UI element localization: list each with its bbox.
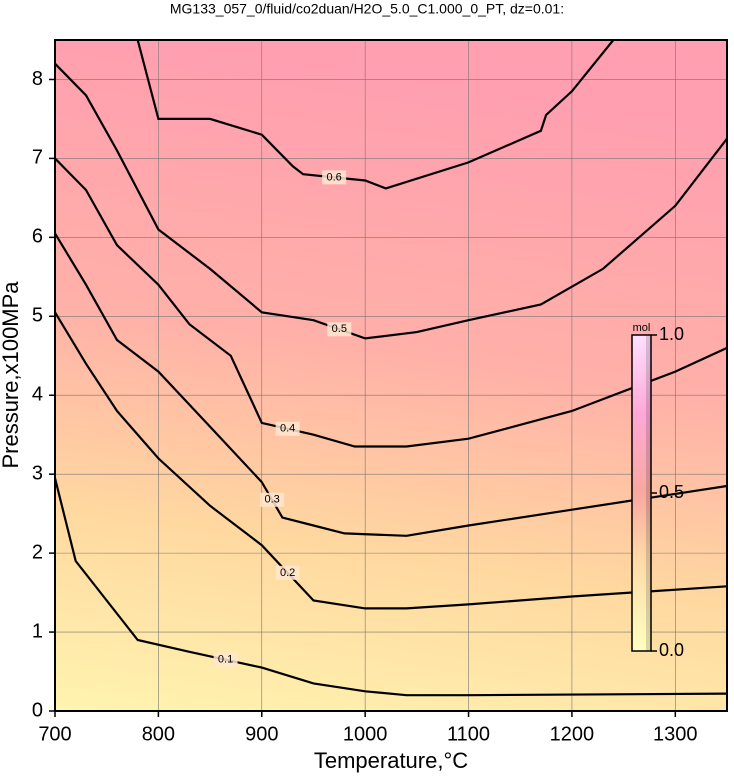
- y-axis-label: Pressure,x100MPa: [0, 281, 23, 469]
- contour-label: 0.5: [332, 323, 347, 335]
- contour-label-bg: [213, 652, 238, 667]
- plot-frame: [54, 39, 728, 712]
- x-tick-label: 1100: [447, 723, 490, 745]
- contour-label-bg: [275, 565, 300, 580]
- x-tick-label: 900: [245, 723, 278, 745]
- contour-label: 0.2: [280, 567, 295, 579]
- y-tick-label: 4: [32, 384, 43, 406]
- colorbar-shade: [646, 335, 651, 651]
- y-tick-label: 7: [32, 147, 43, 169]
- x-tick-label: 1200: [550, 723, 595, 745]
- plot-background: [55, 40, 727, 711]
- y-tick-label: 8: [32, 68, 43, 90]
- x-tick-label: 800: [142, 723, 175, 745]
- contour-label: 0.1: [218, 654, 233, 666]
- contour-label-bg: [260, 492, 285, 507]
- contour-label-bg: [322, 170, 347, 185]
- colorbar-title: mol: [633, 322, 651, 334]
- colorbar-tick-label: 1.0: [659, 324, 684, 344]
- x-tick-label: 1000: [343, 723, 388, 745]
- y-tick-label: 1: [32, 620, 43, 642]
- contour-label-bg: [327, 322, 352, 337]
- chart-title: MG133_057_0/fluid/co2duan/H2O_5.0_C1.000…: [170, 1, 564, 17]
- y-tick-label: 0: [32, 699, 43, 721]
- y-tick-label: 2: [32, 541, 43, 563]
- contour-line: [55, 477, 727, 697]
- contour-line: [136, 40, 615, 190]
- colorbar-tick-label: 0.5: [659, 482, 684, 502]
- y-tick-label: 5: [32, 305, 43, 327]
- x-tick-label: 700: [38, 723, 71, 745]
- contour-line: [55, 232, 727, 537]
- x-tick-label: 1300: [653, 723, 698, 745]
- colorbar-tick-label: 0.0: [659, 640, 684, 660]
- contour-label: 0.3: [264, 494, 279, 506]
- contour-label: 0.4: [280, 423, 295, 435]
- contour-label: 0.6: [326, 171, 341, 183]
- y-tick-label: 6: [32, 226, 43, 248]
- y-tick-label: 3: [32, 462, 43, 484]
- x-axis-label: Temperature,°C: [314, 748, 468, 773]
- contour-label-bg: [275, 421, 300, 436]
